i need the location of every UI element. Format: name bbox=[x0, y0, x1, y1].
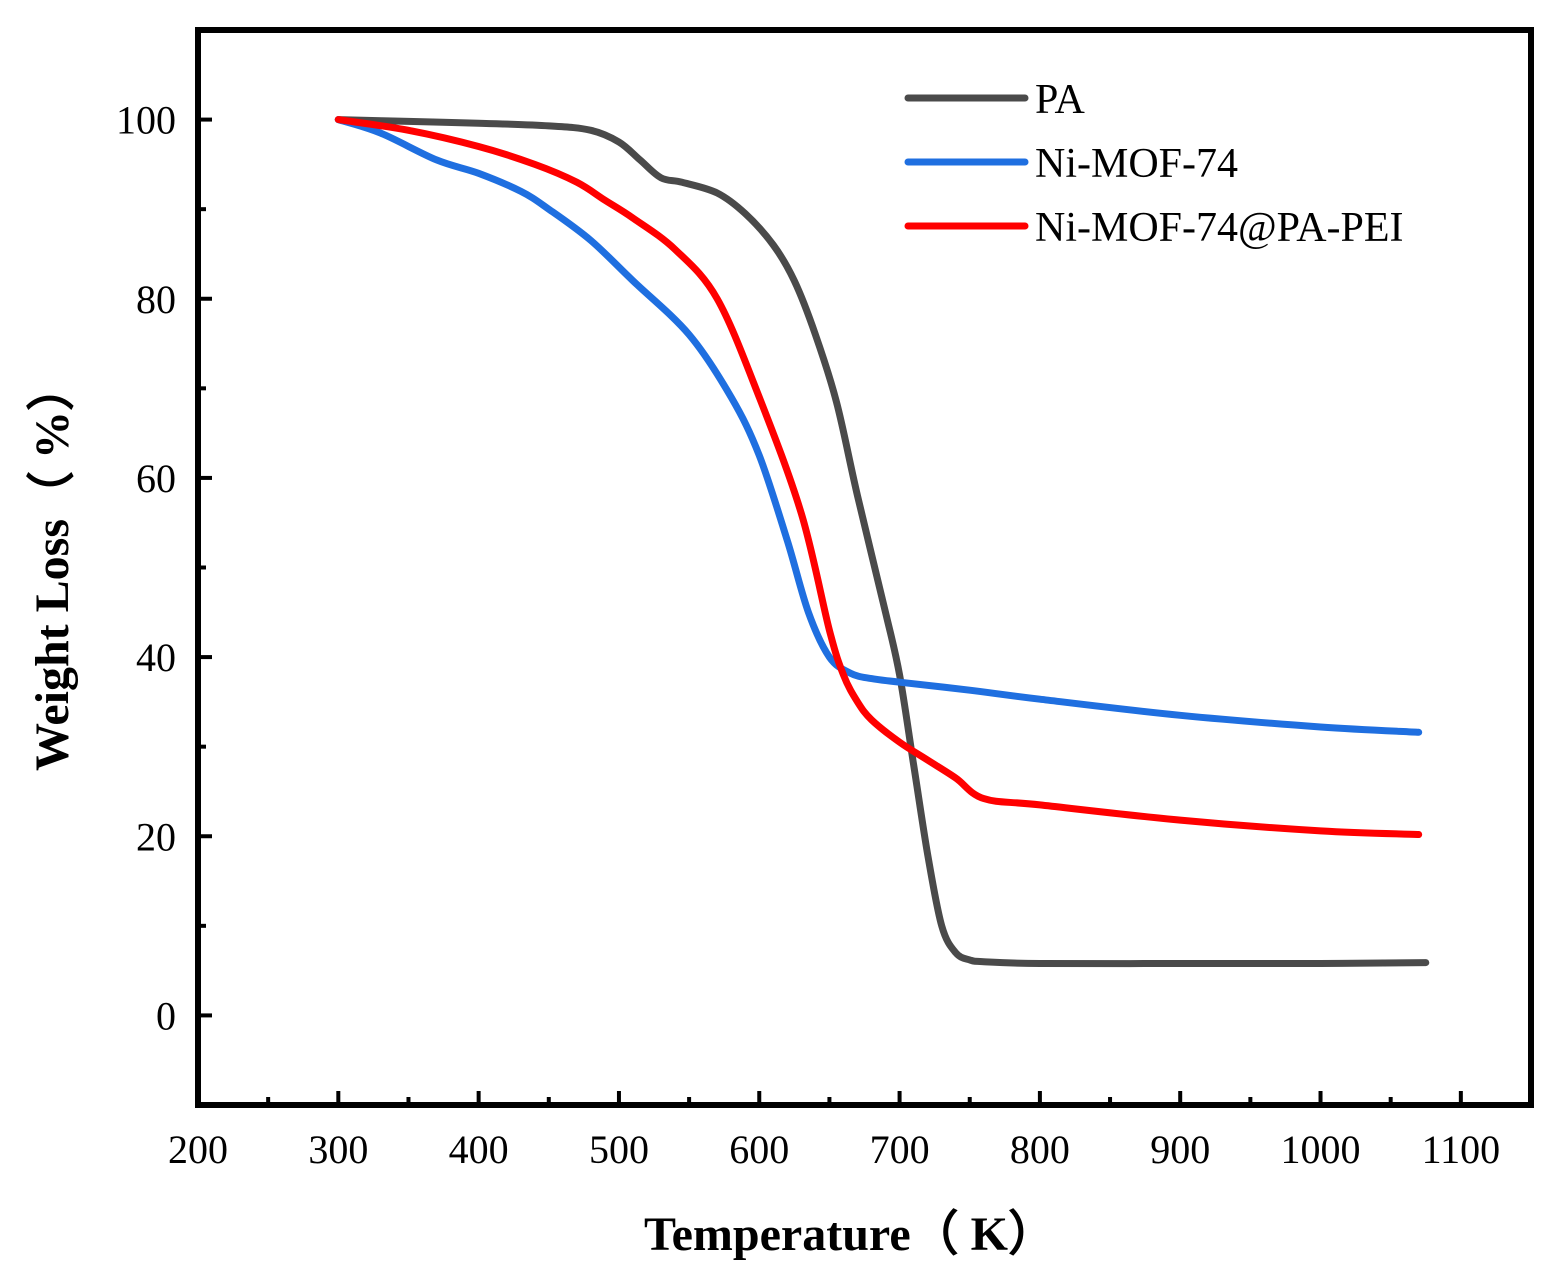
x-tick-label-900: 900 bbox=[1150, 1127, 1210, 1172]
legend-label-pa: PA bbox=[1035, 77, 1086, 123]
x-tick-label-800: 800 bbox=[1010, 1127, 1070, 1172]
y-tick-label-100: 100 bbox=[116, 98, 176, 143]
x-tick-label-1000: 1000 bbox=[1281, 1127, 1361, 1172]
x-tick-label-300: 300 bbox=[308, 1127, 368, 1172]
series-layer bbox=[334, 116, 1430, 968]
x-axis-title: Temperature（ K） bbox=[644, 1208, 1056, 1261]
y-tick-label-80: 80 bbox=[136, 277, 176, 322]
x-tick-label-200: 200 bbox=[168, 1127, 228, 1172]
y-axis-title: Weight Loss（ %） bbox=[26, 363, 79, 771]
x-tick-label-600: 600 bbox=[729, 1127, 789, 1172]
series-line-ni-mof-74-pa-pei bbox=[334, 116, 1423, 838]
plot-frame bbox=[195, 27, 1534, 1108]
x-axis-ticks: 200 300 400 500 600 700 800 900 1000 1100 bbox=[168, 1091, 1500, 1172]
y-tick-label-20: 20 bbox=[136, 814, 176, 859]
y-tick-label-60: 60 bbox=[136, 456, 176, 501]
legend: PA Ni-MOF-74 Ni-MOF-74@PA-PEI bbox=[904, 77, 1404, 251]
x-tick-label-400: 400 bbox=[449, 1127, 509, 1172]
y-tick-label-40: 40 bbox=[136, 635, 176, 680]
x-tick-label-700: 700 bbox=[870, 1127, 930, 1172]
series-line-ni-mof-74 bbox=[334, 116, 1423, 736]
series-line-pa bbox=[334, 116, 1430, 968]
x-tick-label-1100: 1100 bbox=[1422, 1127, 1501, 1172]
legend-label-ni-mof-74: Ni-MOF-74 bbox=[1035, 141, 1238, 187]
y-axis-ticks: 0 20 40 60 80 100 bbox=[116, 98, 212, 1038]
x-tick-label-500: 500 bbox=[589, 1127, 649, 1172]
y-tick-label-0: 0 bbox=[156, 993, 176, 1038]
legend-label-ni-mof-74-pa-pei: Ni-MOF-74@PA-PEI bbox=[1035, 205, 1404, 251]
